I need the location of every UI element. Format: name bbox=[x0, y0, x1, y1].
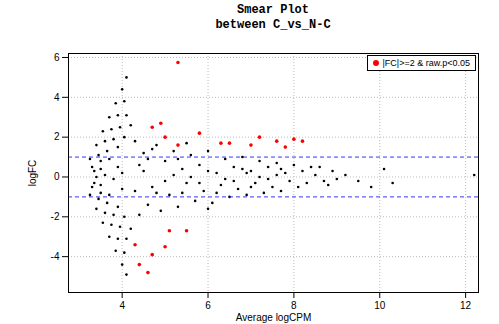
svg-text:-4: -4 bbox=[51, 251, 60, 262]
svg-text:-2: -2 bbox=[51, 211, 60, 222]
html-text:between C_vs_N-C: between C_vs_N-C bbox=[215, 18, 331, 32]
svg-text:12: 12 bbox=[460, 300, 472, 311]
svg-text:10: 10 bbox=[374, 300, 386, 311]
svg-text:8: 8 bbox=[291, 300, 297, 311]
svg-text:logFC: logFC bbox=[27, 160, 38, 187]
svg-text:0: 0 bbox=[54, 171, 60, 182]
svg-text:6: 6 bbox=[205, 300, 211, 311]
html-text:|FC|>=2 & raw.p<0.05: |FC|>=2 & raw.p<0.05 bbox=[382, 58, 470, 68]
svg-text:6: 6 bbox=[54, 52, 60, 63]
svg-text:Average logCPM: Average logCPM bbox=[236, 312, 311, 323]
svg-text:4: 4 bbox=[119, 300, 125, 311]
html-text:Smear Plot: Smear Plot bbox=[237, 3, 309, 17]
svg-text:4: 4 bbox=[54, 92, 60, 103]
svg-text:2: 2 bbox=[54, 131, 60, 142]
